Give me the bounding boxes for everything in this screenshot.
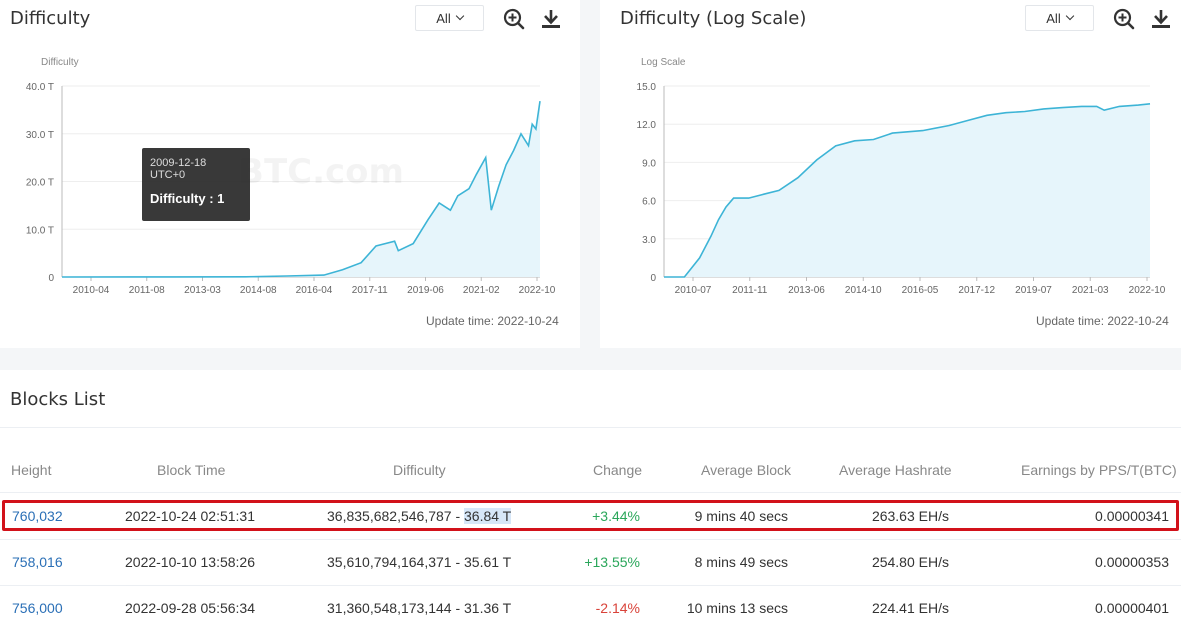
header-average-hashrate: Average Hashrate: [839, 462, 952, 478]
series-line: [664, 103, 1151, 278]
difficulty-chart: Difficulty 0 10.0 T 20.0 T 30.0 T 40.0 T BTC.c…: [26, 57, 556, 296]
update-time: Update time: 2022-10-24: [426, 314, 559, 328]
x-tick-label: 2021-02: [463, 285, 500, 296]
divider: [0, 539, 1181, 540]
x-tick-label: 2016-05: [902, 285, 939, 296]
tooltip-value: Difficulty : 1: [150, 191, 225, 206]
block-average-time: 10 mins 13 secs: [686, 600, 788, 616]
x-tick-label: 2011-08: [129, 285, 165, 296]
x-tick-label: 2013-03: [184, 285, 221, 296]
block-earnings: 0.00000401: [1095, 600, 1169, 616]
block-difficulty: 35,610,794,164,371 - 35.61 T: [327, 554, 511, 570]
log-difficulty-chart-card: Difficulty (Log Scale) All Log Scale 0 3.0…: [600, 0, 1181, 348]
divider: [0, 585, 1181, 586]
tooltip-date: 2009-12-18 UTC+0: [150, 157, 207, 181]
y-tick-label: 0: [650, 273, 656, 284]
x-tick-label: 2014-10: [845, 285, 882, 296]
range-select-value: All: [436, 10, 451, 26]
x-tick-label: 2010-04: [73, 285, 110, 296]
download-icon[interactable]: [540, 8, 562, 30]
difficulty-short: 31.36 T: [464, 600, 512, 616]
block-difficulty: 36,835,682,546,787 - 36.84 T: [327, 508, 512, 524]
x-tick-label: 2014-08: [240, 285, 277, 296]
watermark-text: BTC.com: [238, 152, 404, 192]
blocks-list-title: Blocks List: [10, 389, 106, 410]
x-tick-label: 2017-12: [958, 285, 995, 296]
log-difficulty-chart: Log Scale03.06.09.012.015.0BTC.com2010-0…: [637, 57, 1166, 296]
difficulty-full: 35,610,794,164,371 -: [327, 554, 465, 570]
header-difficulty: Difficulty: [393, 462, 446, 478]
x-tick-label: 2019-06: [407, 285, 444, 296]
x-tick-label: 2021-03: [1072, 285, 1109, 296]
range-select[interactable]: All: [415, 5, 484, 31]
table-row[interactable]: 758,016 2022-10-10 13:58:26 35,610,794,1…: [0, 539, 1181, 585]
chart-tooltip: 2009-12-18 UTC+0 Difficulty : 1: [142, 148, 250, 221]
range-select-value: All: [1046, 10, 1061, 26]
block-hashrate: 263.63 EH/s: [871, 508, 949, 524]
block-average-time: 9 mins 40 secs: [694, 508, 788, 524]
y-tick-label: 9.0: [642, 158, 656, 169]
header-earnings: Earnings by PPS/T(BTC): [1021, 462, 1177, 478]
block-height-link[interactable]: 756,000: [12, 600, 63, 616]
difficulty-short: 35.61 T: [464, 554, 512, 570]
x-tick-label: 2017-11: [352, 285, 388, 296]
difficulty-short: 36.84 T: [464, 508, 512, 524]
x-tick-label: 2016-04: [296, 285, 333, 296]
y-axis-title: Log Scale: [641, 57, 686, 68]
block-hashrate: 224.41 EH/s: [871, 600, 949, 616]
difficulty-full: 36,835,682,546,787 -: [327, 508, 465, 524]
block-time: 2022-10-10 13:58:26: [125, 554, 255, 570]
block-time: 2022-10-24 02:51:31: [125, 508, 255, 524]
y-tick-label: 12.0: [637, 120, 657, 131]
divider: [0, 492, 1181, 493]
range-select[interactable]: All: [1025, 5, 1094, 31]
table-row[interactable]: 760,032 2022-10-24 02:51:31 36,835,682,5…: [0, 493, 1181, 539]
block-hashrate: 254.80 EH/s: [871, 554, 949, 570]
x-tick-label: 2022-10: [1129, 285, 1166, 296]
blocks-list-card: Blocks List Height Block Time Difficulty…: [0, 370, 1181, 628]
y-tick-label: 15.0: [637, 82, 657, 93]
x-tick-label: 2022-10: [519, 285, 556, 296]
block-height-link[interactable]: 758,016: [12, 554, 63, 570]
block-earnings: 0.00000341: [1095, 508, 1169, 524]
header-block-time: Block Time: [157, 462, 226, 478]
block-time: 2022-09-28 05:56:34: [125, 600, 255, 616]
y-axis-title: Difficulty: [41, 57, 79, 68]
divider: [0, 427, 1181, 428]
header-height: Height: [11, 462, 52, 478]
x-tick-label: 2010-07: [675, 285, 712, 296]
series-line: [61, 100, 541, 278]
y-tick-label: 6.0: [642, 197, 656, 208]
header-average-block: Average Block: [701, 462, 792, 478]
chart-title: Difficulty: [10, 8, 91, 29]
x-tick-label: 2011-11: [732, 285, 768, 296]
block-height-link[interactable]: 760,032: [12, 508, 63, 524]
chart-title: Difficulty (Log Scale): [620, 8, 807, 29]
block-average-time: 8 mins 49 secs: [694, 554, 788, 570]
block-earnings: 0.00000353: [1095, 554, 1169, 570]
difficulty-full: 31,360,548,173,144 -: [327, 600, 465, 616]
y-tick-label: 3.0: [642, 235, 656, 246]
zoom-in-icon[interactable]: [503, 8, 525, 30]
y-tick-label: 30.0 T: [26, 130, 54, 141]
table-row[interactable]: 756,000 2022-09-28 05:56:34 31,360,548,1…: [0, 585, 1181, 628]
block-change: +3.44%: [592, 508, 640, 524]
block-change: +13.55%: [584, 554, 640, 570]
zoom-in-icon[interactable]: [1113, 8, 1135, 30]
y-tick-label: 20.0 T: [26, 178, 54, 189]
series-area: [664, 103, 1150, 277]
update-time: Update time: 2022-10-24: [1036, 314, 1169, 328]
x-tick-label: 2013-06: [788, 285, 825, 296]
y-tick-label: 0: [48, 273, 54, 284]
header-change: Change: [593, 462, 643, 478]
download-icon[interactable]: [1150, 8, 1172, 30]
block-difficulty: 31,360,548,173,144 - 31.36 T: [327, 600, 511, 616]
y-tick-label: 10.0 T: [26, 225, 54, 236]
block-change: -2.14%: [595, 600, 640, 616]
difficulty-chart-card: Difficulty All Difficulty 0 10.0 T 20.0 T 30…: [0, 0, 580, 348]
y-tick-label: 40.0 T: [26, 82, 54, 93]
x-tick-label: 2019-07: [1015, 285, 1052, 296]
